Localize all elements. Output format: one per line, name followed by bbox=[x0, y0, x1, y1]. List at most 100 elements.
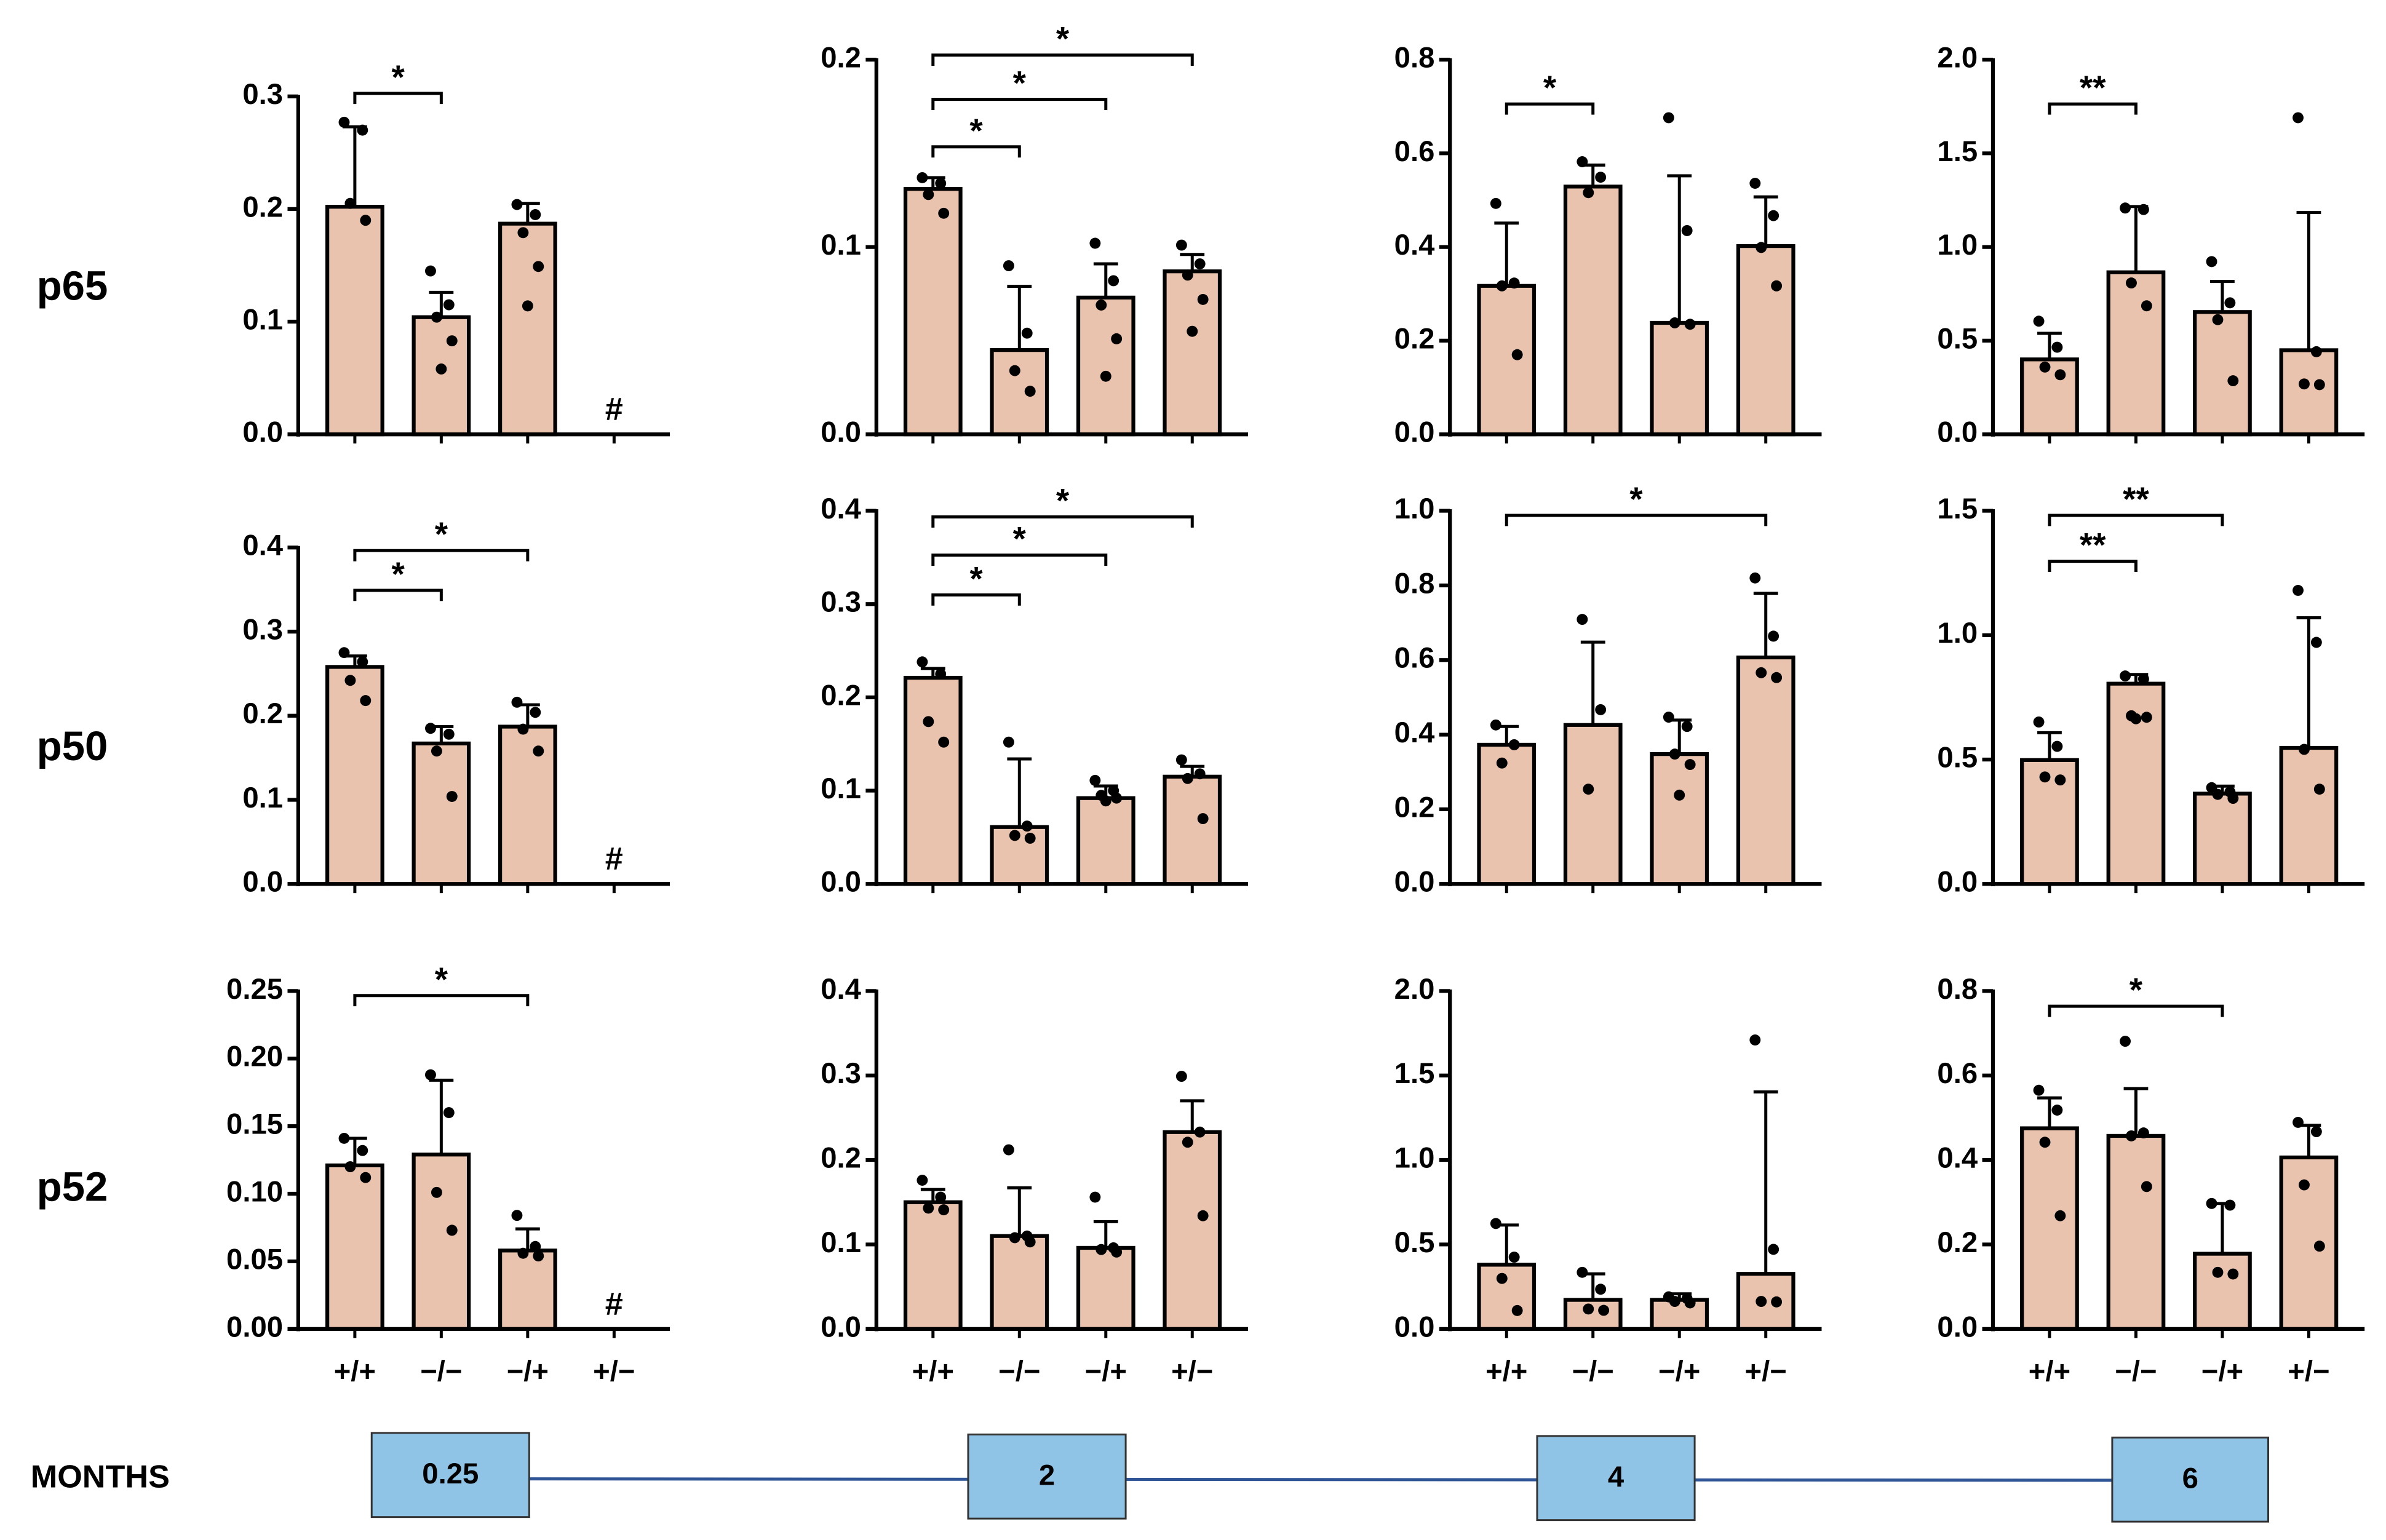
bar bbox=[1076, 295, 1135, 437]
y-tick-label: 0.4 bbox=[821, 973, 861, 1006]
bar bbox=[1076, 1245, 1135, 1331]
data-point bbox=[338, 116, 350, 128]
significance-label: * bbox=[1629, 480, 1643, 518]
bar bbox=[2279, 745, 2339, 886]
data-point bbox=[2227, 375, 2239, 387]
error-bar bbox=[2037, 1096, 2062, 1129]
y-tick-label: 0.2 bbox=[821, 1142, 861, 1175]
data-point bbox=[1508, 739, 1520, 750]
stage-label: 2 bbox=[1039, 1459, 1055, 1492]
bar bbox=[412, 1153, 471, 1331]
significance-label: * bbox=[969, 111, 983, 149]
data-point bbox=[357, 656, 368, 668]
row-label: p52 bbox=[37, 1164, 108, 1210]
error-bar bbox=[1093, 1220, 1118, 1248]
stage-label: 0.25 bbox=[422, 1458, 479, 1490]
x-tick-label: +/− bbox=[1745, 1355, 1787, 1387]
data-point bbox=[2212, 314, 2224, 325]
y-tick-label: 0.0 bbox=[1394, 416, 1435, 449]
error-bar bbox=[2123, 1087, 2149, 1136]
data-point bbox=[1187, 325, 1198, 337]
significance-bracket bbox=[931, 515, 1194, 528]
data-point bbox=[2310, 1126, 2322, 1137]
data-point bbox=[1577, 156, 1588, 167]
error-bar bbox=[1580, 640, 1605, 725]
data-point bbox=[425, 1069, 436, 1081]
significance-bracket bbox=[353, 994, 530, 1007]
error-bar bbox=[515, 1227, 540, 1251]
data-point bbox=[1583, 1303, 1594, 1315]
significance-bracket bbox=[1505, 514, 1768, 526]
stage-box bbox=[2111, 1436, 2270, 1523]
data-point bbox=[2137, 204, 2149, 215]
data-point bbox=[511, 696, 523, 708]
error-bar bbox=[429, 1078, 454, 1155]
data-point bbox=[1194, 1126, 1206, 1138]
significance-label: ** bbox=[2080, 526, 2106, 564]
data-point bbox=[1089, 1191, 1101, 1203]
y-tick-label: 0.2 bbox=[1937, 1226, 1978, 1259]
y-tick-label: 0.1 bbox=[821, 229, 861, 261]
data-point bbox=[2313, 784, 2325, 795]
significance-bracket bbox=[353, 549, 530, 562]
data-point bbox=[360, 1172, 372, 1183]
significance-bracket bbox=[931, 98, 1108, 111]
data-point bbox=[1009, 830, 1020, 841]
data-point bbox=[1021, 820, 1033, 832]
data-point bbox=[1021, 327, 1033, 339]
data-point bbox=[2033, 716, 2045, 728]
significance-label: * bbox=[1013, 64, 1027, 102]
y-tick-label: 0.6 bbox=[1394, 642, 1435, 675]
data-point bbox=[2051, 341, 2063, 353]
data-point bbox=[1768, 1244, 1780, 1255]
y-tick-label: 0.0 bbox=[1937, 1311, 1978, 1343]
bar bbox=[412, 741, 471, 886]
row-label: p50 bbox=[37, 723, 108, 769]
error-bar bbox=[1007, 757, 1032, 827]
y-tick-label: 0.0 bbox=[1394, 866, 1435, 899]
data-point bbox=[1182, 269, 1193, 281]
y-tick-label: 0.2 bbox=[242, 697, 283, 730]
y-tick-label: 0.1 bbox=[242, 304, 283, 336]
significance-bracket bbox=[353, 92, 443, 105]
error-bar bbox=[1753, 195, 1778, 247]
x-tick-label: +/+ bbox=[334, 1355, 376, 1387]
data-point bbox=[443, 728, 455, 740]
x-tick-label: +/+ bbox=[912, 1355, 954, 1387]
data-point bbox=[530, 209, 541, 220]
y-tick-label: 0.1 bbox=[821, 772, 861, 805]
data-point bbox=[1197, 813, 1209, 825]
x-tick-label: −/+ bbox=[1658, 1355, 1700, 1387]
y-tick-label: 0.4 bbox=[1394, 716, 1435, 749]
error-bar bbox=[2037, 731, 2062, 760]
data-point bbox=[338, 1132, 350, 1144]
stage-box bbox=[967, 1433, 1127, 1520]
x-tick-label: +/+ bbox=[1485, 1355, 1527, 1387]
data-point bbox=[935, 1191, 947, 1203]
bar bbox=[1563, 1298, 1623, 1331]
timeline-line bbox=[451, 1477, 2190, 1482]
y-tick-label: 0.2 bbox=[1394, 791, 1435, 824]
data-point bbox=[1096, 1244, 1107, 1255]
data-point bbox=[338, 647, 350, 659]
data-point bbox=[1684, 759, 1696, 771]
data-point bbox=[1009, 1232, 1020, 1244]
data-point bbox=[1598, 1304, 1610, 1316]
y-tick-label: 2.0 bbox=[1937, 41, 1978, 74]
y-tick-label: 0.0 bbox=[821, 416, 861, 449]
data-point bbox=[1496, 1272, 1508, 1284]
data-point bbox=[511, 199, 523, 210]
data-point bbox=[923, 716, 934, 728]
y-tick-label: 0.5 bbox=[1937, 741, 1978, 774]
bar bbox=[412, 315, 471, 437]
error-bar bbox=[2296, 211, 2321, 351]
data-point bbox=[1111, 333, 1123, 344]
y-tick-label: 1.0 bbox=[1937, 617, 1978, 649]
data-point bbox=[1749, 572, 1761, 584]
error-bar bbox=[1007, 1186, 1032, 1236]
data-point bbox=[923, 189, 934, 200]
error-bar bbox=[920, 667, 945, 678]
data-point bbox=[1024, 386, 1036, 397]
data-point bbox=[1175, 239, 1187, 251]
x-tick-label: −/− bbox=[998, 1355, 1040, 1387]
